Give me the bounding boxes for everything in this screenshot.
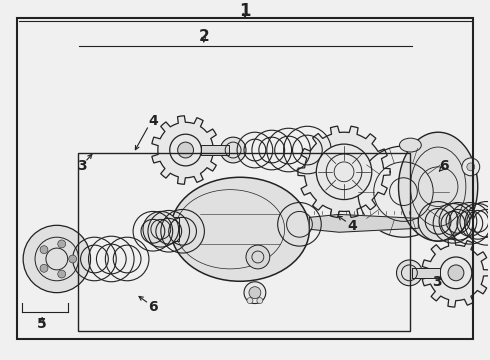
- Bar: [77, 153, 410, 332]
- Circle shape: [40, 264, 48, 272]
- Circle shape: [178, 142, 194, 158]
- Circle shape: [220, 137, 246, 163]
- Circle shape: [143, 211, 179, 247]
- Circle shape: [247, 298, 253, 303]
- Ellipse shape: [399, 138, 421, 152]
- Circle shape: [58, 240, 66, 248]
- Circle shape: [448, 265, 464, 281]
- Polygon shape: [298, 126, 390, 217]
- Circle shape: [40, 246, 48, 254]
- Circle shape: [440, 257, 472, 289]
- Circle shape: [23, 225, 91, 293]
- Ellipse shape: [171, 177, 309, 281]
- Circle shape: [317, 144, 372, 199]
- Circle shape: [467, 163, 475, 171]
- Ellipse shape: [398, 132, 478, 241]
- Circle shape: [358, 146, 449, 237]
- Polygon shape: [422, 239, 490, 307]
- Text: 6: 6: [439, 159, 449, 173]
- Text: 3: 3: [432, 275, 441, 289]
- Circle shape: [69, 255, 76, 263]
- Circle shape: [462, 158, 480, 176]
- Text: 2: 2: [198, 29, 209, 44]
- Circle shape: [170, 134, 201, 166]
- Circle shape: [244, 282, 266, 303]
- Polygon shape: [152, 116, 220, 184]
- Circle shape: [58, 270, 66, 278]
- Circle shape: [249, 287, 261, 298]
- Circle shape: [396, 260, 422, 286]
- Text: 4: 4: [347, 219, 357, 233]
- Circle shape: [246, 245, 270, 269]
- Text: 6: 6: [148, 300, 158, 314]
- Text: 1: 1: [239, 1, 251, 19]
- Text: 3: 3: [77, 159, 87, 173]
- Polygon shape: [309, 215, 418, 232]
- Bar: [413, 268, 440, 278]
- Text: 5: 5: [37, 318, 47, 331]
- Text: 4: 4: [148, 114, 158, 128]
- Circle shape: [257, 298, 263, 303]
- Bar: [201, 145, 229, 155]
- Bar: [151, 217, 179, 241]
